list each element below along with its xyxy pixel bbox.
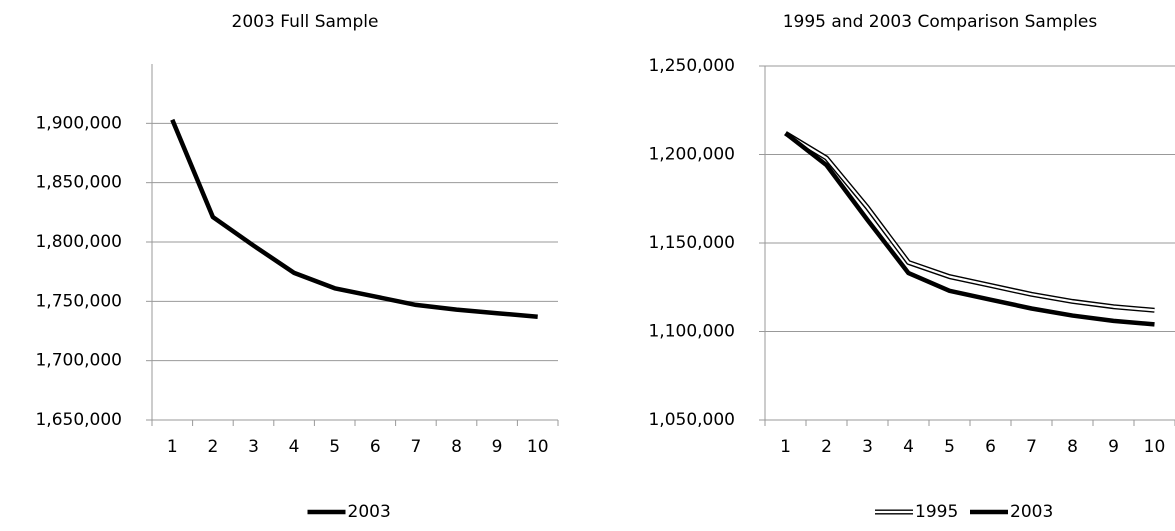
chart-title: 2003 Full Sample [232,12,379,32]
x-tick-label: 1 [167,437,178,457]
y-tick-label: 1,800,000 [35,232,122,252]
legend-label: 2003 [348,502,391,522]
x-tick-label: 1 [780,437,791,457]
x-tick-label: 8 [1067,437,1078,457]
x-tick-label: 7 [1026,437,1037,457]
y-tick-label: 1,700,000 [35,351,122,371]
x-tick-label: 9 [492,437,503,457]
x-tick-label: 9 [1108,437,1119,457]
x-tick-label: 5 [329,437,340,457]
x-tick-label: 8 [451,437,462,457]
x-tick-label: 4 [903,437,914,457]
x-tick-label: 7 [410,437,421,457]
line-series [784,131,1155,313]
line-series [170,118,538,320]
line-series-inner [784,132,1155,312]
y-tick-label: 1,100,000 [648,322,735,342]
line-series [784,131,1155,327]
legend-label: 1995 [915,502,958,522]
x-tick-label: 3 [248,437,259,457]
x-tick-label: 2 [821,437,832,457]
y-tick-label: 1,750,000 [35,291,122,311]
x-tick-label: 10 [527,437,549,457]
x-tick-label: 10 [1144,437,1166,457]
chart-title: 1995 and 2003 Comparison Samples [783,12,1098,32]
y-tick-label: 1,200,000 [648,145,735,165]
x-tick-label: 2 [207,437,218,457]
x-tick-label: 6 [985,437,996,457]
x-tick-label: 4 [289,437,300,457]
y-tick-label: 1,650,000 [35,410,122,430]
y-tick-label: 1,250,000 [648,56,735,76]
x-tick-label: 6 [370,437,381,457]
y-tick-label: 1,050,000 [648,410,735,430]
x-tick-label: 3 [862,437,873,457]
x-tick-label: 5 [944,437,955,457]
legend-label: 2003 [1010,502,1053,522]
y-tick-label: 1,900,000 [35,113,122,133]
y-tick-label: 1,150,000 [648,233,735,253]
y-tick-label: 1,850,000 [35,173,122,193]
